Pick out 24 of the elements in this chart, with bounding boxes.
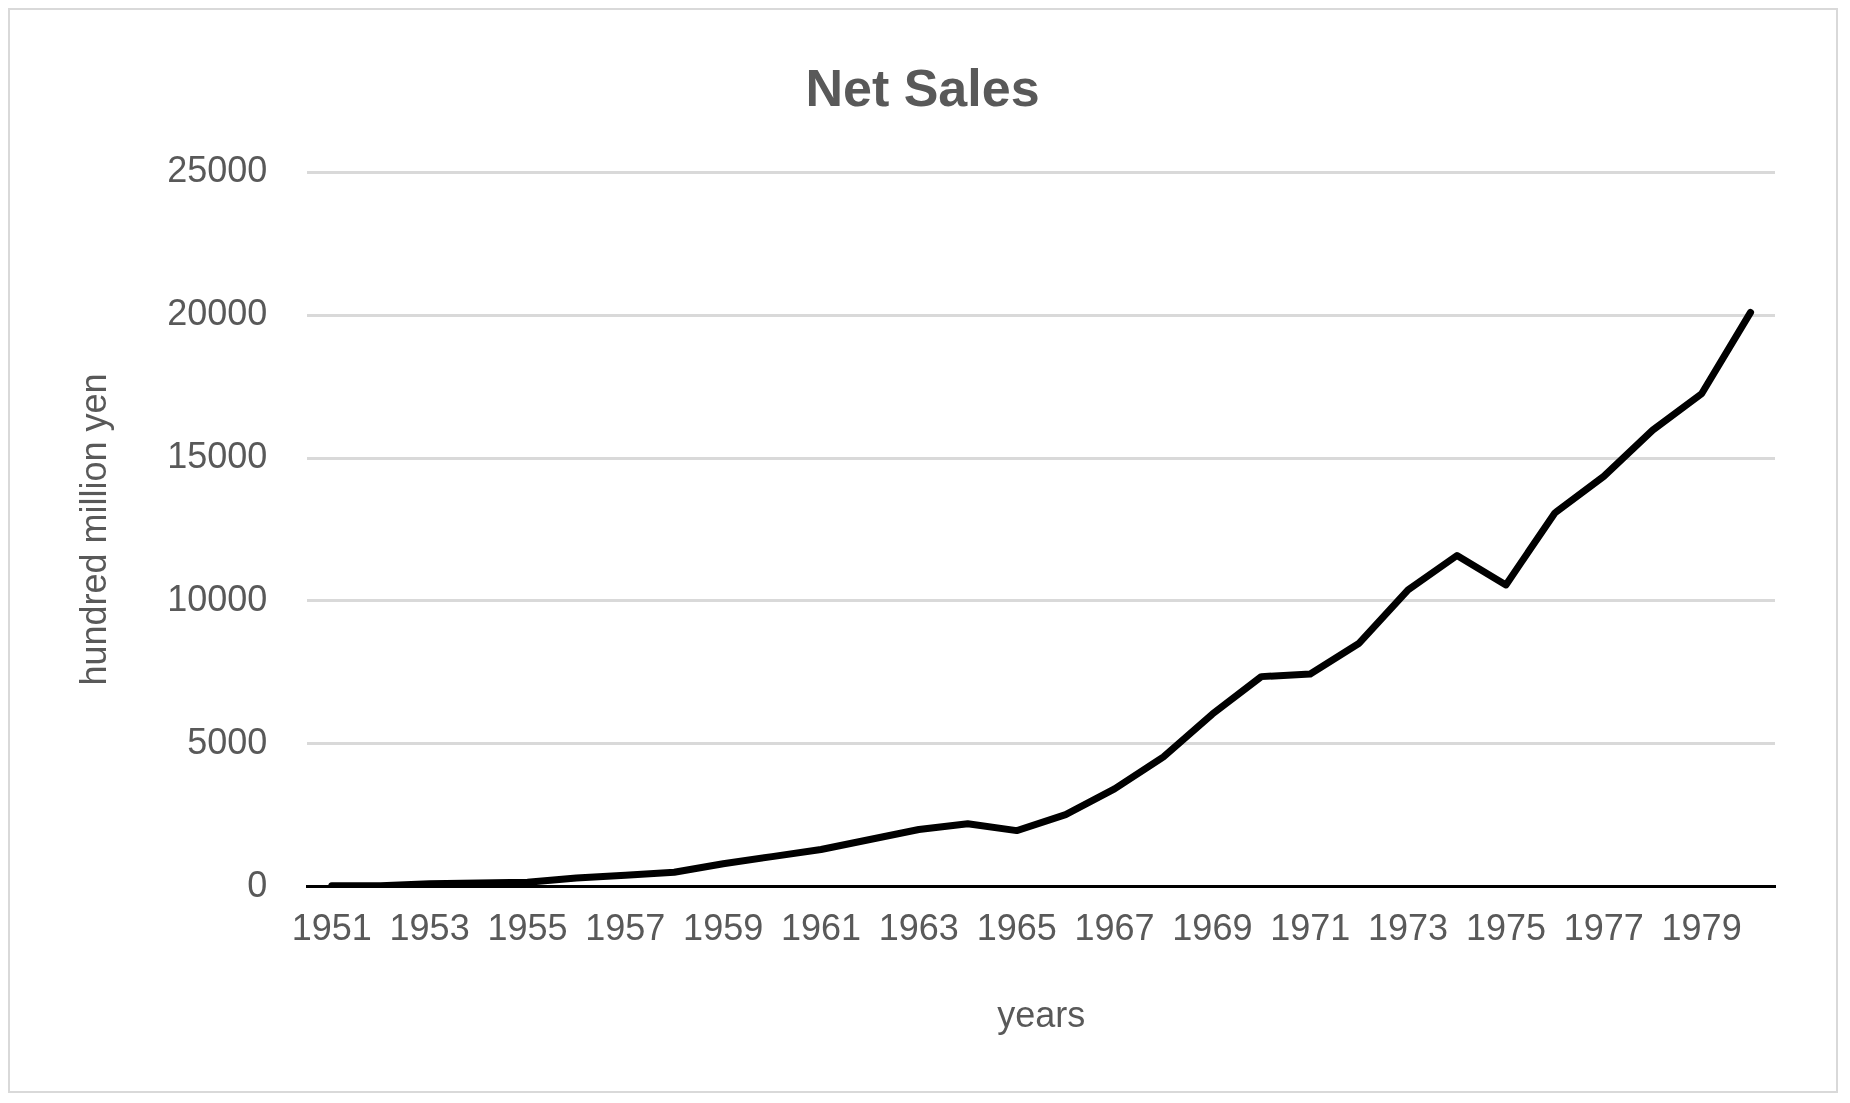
x-tick-label: 1963 [878,907,959,949]
x-tick-label: 1967 [1074,907,1155,949]
x-tick-label: 1971 [1270,907,1351,949]
y-tick-label: 5000 [187,720,268,762]
y-tick-label: 0 [247,863,268,905]
x-tick-label: 1959 [683,907,764,949]
chart-title: Net Sales [805,58,1040,117]
x-tick-label: 1969 [1172,907,1253,949]
y-tick-label: 25000 [167,149,268,191]
y-tick-label: 10000 [167,577,268,619]
x-tick-label: 1975 [1465,907,1546,949]
x-tick-label: 1973 [1368,907,1449,949]
x-tick-label: 1953 [389,907,470,949]
x-tick-label: 1965 [976,907,1057,949]
x-tick-label: 1957 [585,907,666,949]
x-tick-label: 1961 [780,907,862,949]
x-tick-label: 1955 [487,907,568,949]
x-axis-title: years [997,994,1086,1036]
x-tick-label: 1979 [1661,907,1742,949]
x-tick-label: 1951 [291,907,372,949]
y-tick-label: 15000 [167,435,268,476]
y-tick-label: 20000 [167,292,268,334]
y-axis-title: hundred million yen [72,373,114,686]
x-tick-label: 1977 [1563,907,1644,949]
